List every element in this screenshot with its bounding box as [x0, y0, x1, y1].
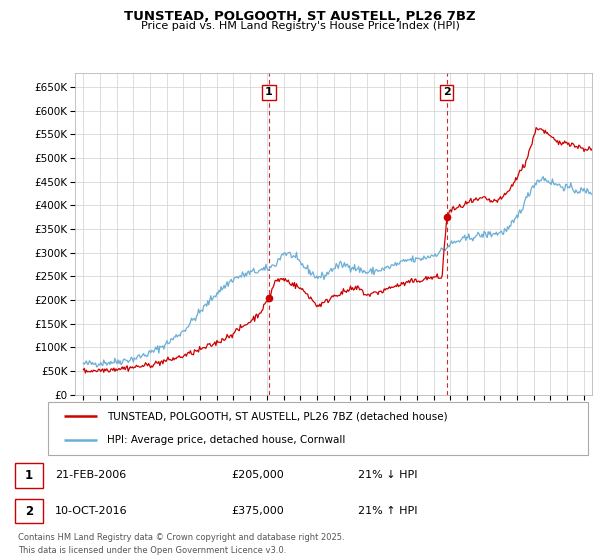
Text: £205,000: £205,000 — [231, 470, 284, 480]
Text: Contains HM Land Registry data © Crown copyright and database right 2025.
This d: Contains HM Land Registry data © Crown c… — [18, 533, 344, 554]
Text: 1: 1 — [25, 469, 33, 482]
Text: 21% ↑ HPI: 21% ↑ HPI — [358, 506, 417, 516]
FancyBboxPatch shape — [48, 402, 588, 455]
Text: 2: 2 — [25, 505, 33, 518]
Text: 21% ↓ HPI: 21% ↓ HPI — [358, 470, 417, 480]
Text: 21-FEB-2006: 21-FEB-2006 — [55, 470, 127, 480]
Text: 1: 1 — [265, 87, 273, 97]
Text: Price paid vs. HM Land Registry's House Price Index (HPI): Price paid vs. HM Land Registry's House … — [140, 21, 460, 31]
FancyBboxPatch shape — [15, 499, 43, 524]
Text: HPI: Average price, detached house, Cornwall: HPI: Average price, detached house, Corn… — [107, 435, 346, 445]
Text: 10-OCT-2016: 10-OCT-2016 — [55, 506, 128, 516]
FancyBboxPatch shape — [15, 463, 43, 488]
Text: TUNSTEAD, POLGOOTH, ST AUSTELL, PL26 7BZ (detached house): TUNSTEAD, POLGOOTH, ST AUSTELL, PL26 7BZ… — [107, 412, 448, 422]
Text: TUNSTEAD, POLGOOTH, ST AUSTELL, PL26 7BZ: TUNSTEAD, POLGOOTH, ST AUSTELL, PL26 7BZ — [124, 10, 476, 22]
Text: £375,000: £375,000 — [231, 506, 284, 516]
Text: 2: 2 — [443, 87, 451, 97]
